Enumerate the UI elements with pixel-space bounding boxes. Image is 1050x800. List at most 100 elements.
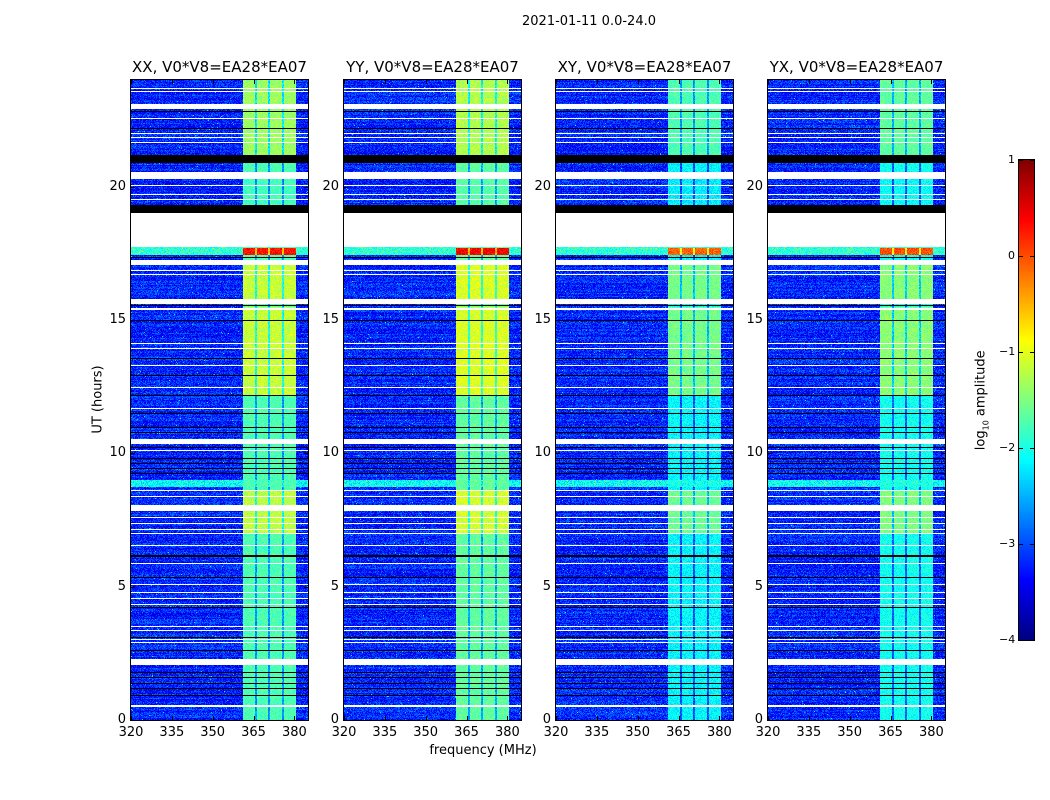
- x-tick-mark: [637, 80, 639, 84]
- x-tick-mark: [849, 716, 851, 720]
- y-tick-label: 20: [746, 178, 763, 194]
- y-tick-mark: [768, 453, 772, 455]
- x-tick-mark: [808, 80, 810, 84]
- colorbar-tick-mark: [1019, 544, 1023, 545]
- x-tick-mark: [425, 716, 427, 720]
- y-tick-mark: [344, 186, 348, 188]
- y-tick-mark: [304, 720, 308, 721]
- x-tick-mark: [890, 80, 892, 84]
- panel-title: XY, V0*V8=EA28*EA07: [557, 58, 732, 76]
- colorbar-tick-mark: [1030, 352, 1034, 353]
- x-tick-label: 320: [543, 725, 569, 740]
- x-tick-mark: [171, 80, 173, 84]
- y-tick-mark: [131, 586, 135, 588]
- colorbar-label-sub: 10: [981, 420, 991, 431]
- x-tick-label: 335: [372, 725, 398, 740]
- y-tick-label: 20: [322, 178, 339, 194]
- colorbar-tick-mark: [1019, 640, 1023, 641]
- y-tick-label: 15: [534, 312, 551, 327]
- y-tick-mark: [556, 720, 560, 721]
- y-tick-label: 10: [322, 445, 339, 461]
- x-tick-mark: [466, 80, 468, 84]
- x-tick-label: 380: [918, 725, 944, 740]
- colorbar-gradient: [1019, 160, 1034, 640]
- panel-0: XX, V0*V8=EA28*EA07 0 5 10 15 20 320 335 350 365 3…: [109, 58, 309, 740]
- x-tick-mark: [678, 716, 680, 720]
- y-tick-mark: [729, 453, 733, 455]
- y-tick-mark: [729, 586, 733, 588]
- x-tick-label: 320: [755, 725, 781, 740]
- y-tick-mark: [517, 720, 521, 721]
- x-tick-mark: [931, 80, 933, 84]
- x-tick-label: 365: [666, 725, 691, 740]
- y-tick-label: 20: [534, 178, 551, 194]
- y-tick-label: 10: [534, 445, 551, 461]
- y-tick-label: 0: [542, 712, 551, 727]
- x-tick-mark: [253, 80, 255, 84]
- colorbar-tick-mark: [1019, 448, 1023, 449]
- y-tick-mark: [517, 453, 521, 455]
- y-tick-mark: [131, 320, 135, 321]
- y-tick-label: 0: [117, 712, 126, 727]
- y-tick-mark: [304, 453, 308, 455]
- x-tick-mark: [890, 716, 892, 720]
- colorbar: 1 0 −1 −2 −3 −4: [999, 153, 1035, 646]
- x-tick-mark: [596, 80, 598, 84]
- y-tick-mark: [304, 586, 308, 588]
- x-tick-mark: [808, 716, 810, 720]
- colorbar-tick-mark: [1030, 448, 1034, 449]
- x-tick-mark: [768, 80, 769, 84]
- colorbar-tick-mark: [1030, 256, 1034, 257]
- x-tick-mark: [931, 716, 933, 720]
- figure-title: 2021-01-11 0.0-24.0: [522, 14, 656, 29]
- x-tick-mark: [294, 80, 296, 84]
- y-tick-mark: [344, 720, 348, 721]
- panel-title: YY, V0*V8=EA28*EA07: [346, 58, 519, 76]
- y-tick-mark: [556, 453, 560, 455]
- y-tick-mark: [556, 186, 560, 188]
- colorbar-tick-label: −3: [999, 537, 1016, 550]
- x-tick-label: 350: [413, 725, 439, 740]
- x-tick-mark: [849, 80, 851, 84]
- x-tick-label: 380: [706, 725, 732, 740]
- y-tick-mark: [344, 320, 348, 321]
- colorbar-tick-mark: [1019, 352, 1023, 353]
- x-axis-label: frequency (MHz): [429, 743, 537, 758]
- x-tick-label: 350: [625, 725, 651, 740]
- colorbar-tick-mark: [1030, 160, 1034, 161]
- y-tick-mark: [517, 186, 521, 188]
- x-tick-label: 380: [494, 725, 520, 740]
- colorbar-tick-label: −1: [999, 345, 1016, 358]
- y-tick-mark: [517, 586, 521, 588]
- y-tick-label: 5: [330, 578, 339, 594]
- y-tick-mark: [768, 586, 772, 588]
- panel-2: XY, V0*V8=EA28*EA07 0 5 10 15 20 320 335 350 365 3…: [534, 58, 734, 740]
- x-tick-label: 380: [281, 725, 307, 740]
- x-tick-label: 335: [159, 725, 185, 740]
- colorbar-tick-mark: [1030, 640, 1034, 641]
- x-tick-mark: [678, 80, 680, 84]
- x-tick-mark: [344, 716, 345, 720]
- y-tick-mark: [131, 453, 135, 455]
- y-tick-label: 0: [330, 712, 339, 727]
- x-tick-label: 320: [118, 725, 144, 740]
- x-tick-mark: [556, 716, 557, 720]
- x-tick-label: 365: [241, 725, 266, 740]
- y-tick-mark: [768, 320, 772, 321]
- colorbar-tick-label: 0: [1008, 249, 1015, 262]
- x-tick-mark: [596, 716, 598, 720]
- y-tick-mark: [768, 720, 772, 721]
- y-tick-label: 0: [754, 712, 763, 727]
- y-tick-mark: [768, 186, 772, 188]
- y-tick-label: 15: [109, 312, 126, 327]
- x-tick-mark: [294, 716, 296, 720]
- x-tick-mark: [212, 80, 214, 84]
- y-tick-mark: [941, 453, 945, 455]
- x-tick-mark: [719, 80, 721, 84]
- colorbar-tick-label: −4: [999, 633, 1016, 646]
- x-tick-mark: [384, 716, 386, 720]
- x-tick-mark: [131, 716, 132, 720]
- colorbar-label: log10 amplitude: [974, 330, 991, 470]
- x-tick-mark: [719, 716, 721, 720]
- colorbar-tick-mark: [1030, 544, 1034, 545]
